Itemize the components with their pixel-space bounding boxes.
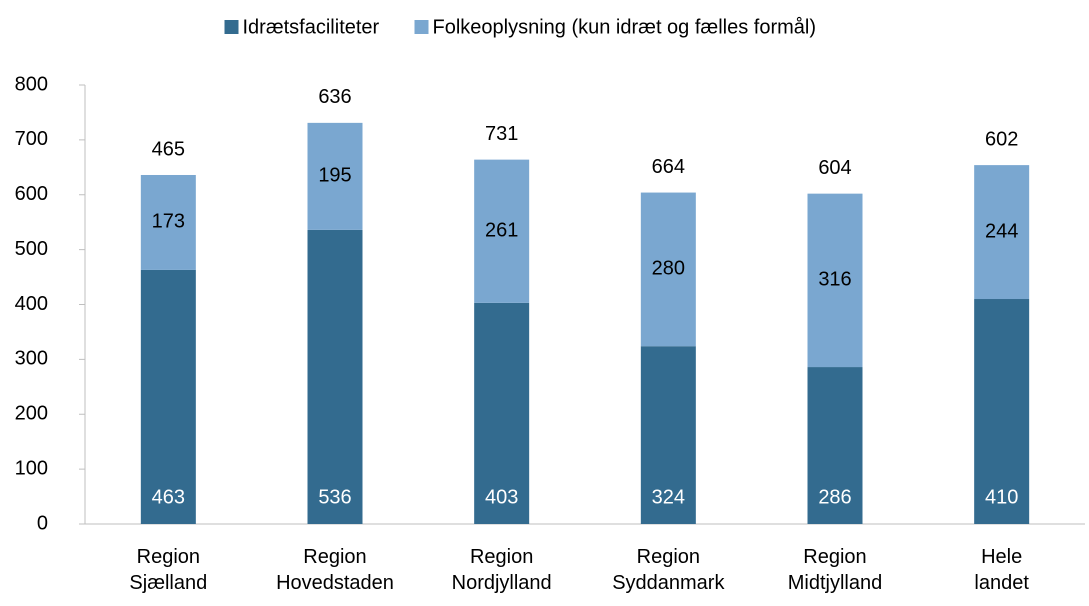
y-tick-label: 300 [15,348,48,370]
bar-segment [307,229,363,524]
data-label: 244 [985,220,1018,242]
y-tick-label: 200 [15,403,48,425]
x-tick-label: Region Hovedstaden [276,546,394,594]
data-label: 324 [652,486,685,508]
total-label: 664 [652,156,685,178]
data-label: 536 [318,486,351,508]
data-label: 261 [485,220,518,242]
y-tick-label: 0 [37,512,48,534]
data-label: 173 [152,211,185,233]
y-tick-label: 400 [15,293,48,315]
x-tick-label: Region Sjælland [129,546,208,594]
x-tick-label: Hele landet [974,546,1029,594]
y-tick-label: 500 [15,238,48,260]
total-label: 465 [152,138,185,160]
data-label: 410 [985,486,1018,508]
bar-segment [307,122,363,230]
bar-segment [807,193,863,368]
data-label: 286 [818,486,851,508]
bar-segment [474,302,530,524]
y-tick-label: 700 [15,128,48,150]
bar-segment [640,346,696,524]
data-label: 195 [318,165,351,187]
y-tick-label: 600 [15,183,48,205]
bar-segment [140,174,196,270]
legend-swatch [414,20,429,34]
data-label: 280 [652,258,685,280]
bar-segment [474,159,530,303]
total-label: 731 [485,123,518,145]
legend-label: Folkeoplysning (kun idræt og fælles form… [433,16,817,38]
legend-label: Idrætsfaciliteter [243,16,380,38]
total-label: 636 [318,86,351,108]
x-tick-label: Region Syddanmark [612,546,725,594]
total-label: 604 [818,157,851,179]
legend-swatch [224,20,239,34]
data-label: 403 [485,486,518,508]
bar-segment [140,269,196,524]
x-tick-label: Region Midtjylland [787,546,883,594]
data-label: 316 [818,269,851,291]
x-tick-label: Region Nordjylland [451,546,552,594]
bar-segment [807,367,863,524]
y-tick-label: 800 [15,73,48,95]
data-label: 463 [152,486,185,508]
bar-segment [974,299,1030,524]
total-label: 602 [985,128,1018,150]
y-tick-label: 100 [15,457,48,479]
bar-segment [974,165,1030,300]
bar-segment [640,192,696,347]
